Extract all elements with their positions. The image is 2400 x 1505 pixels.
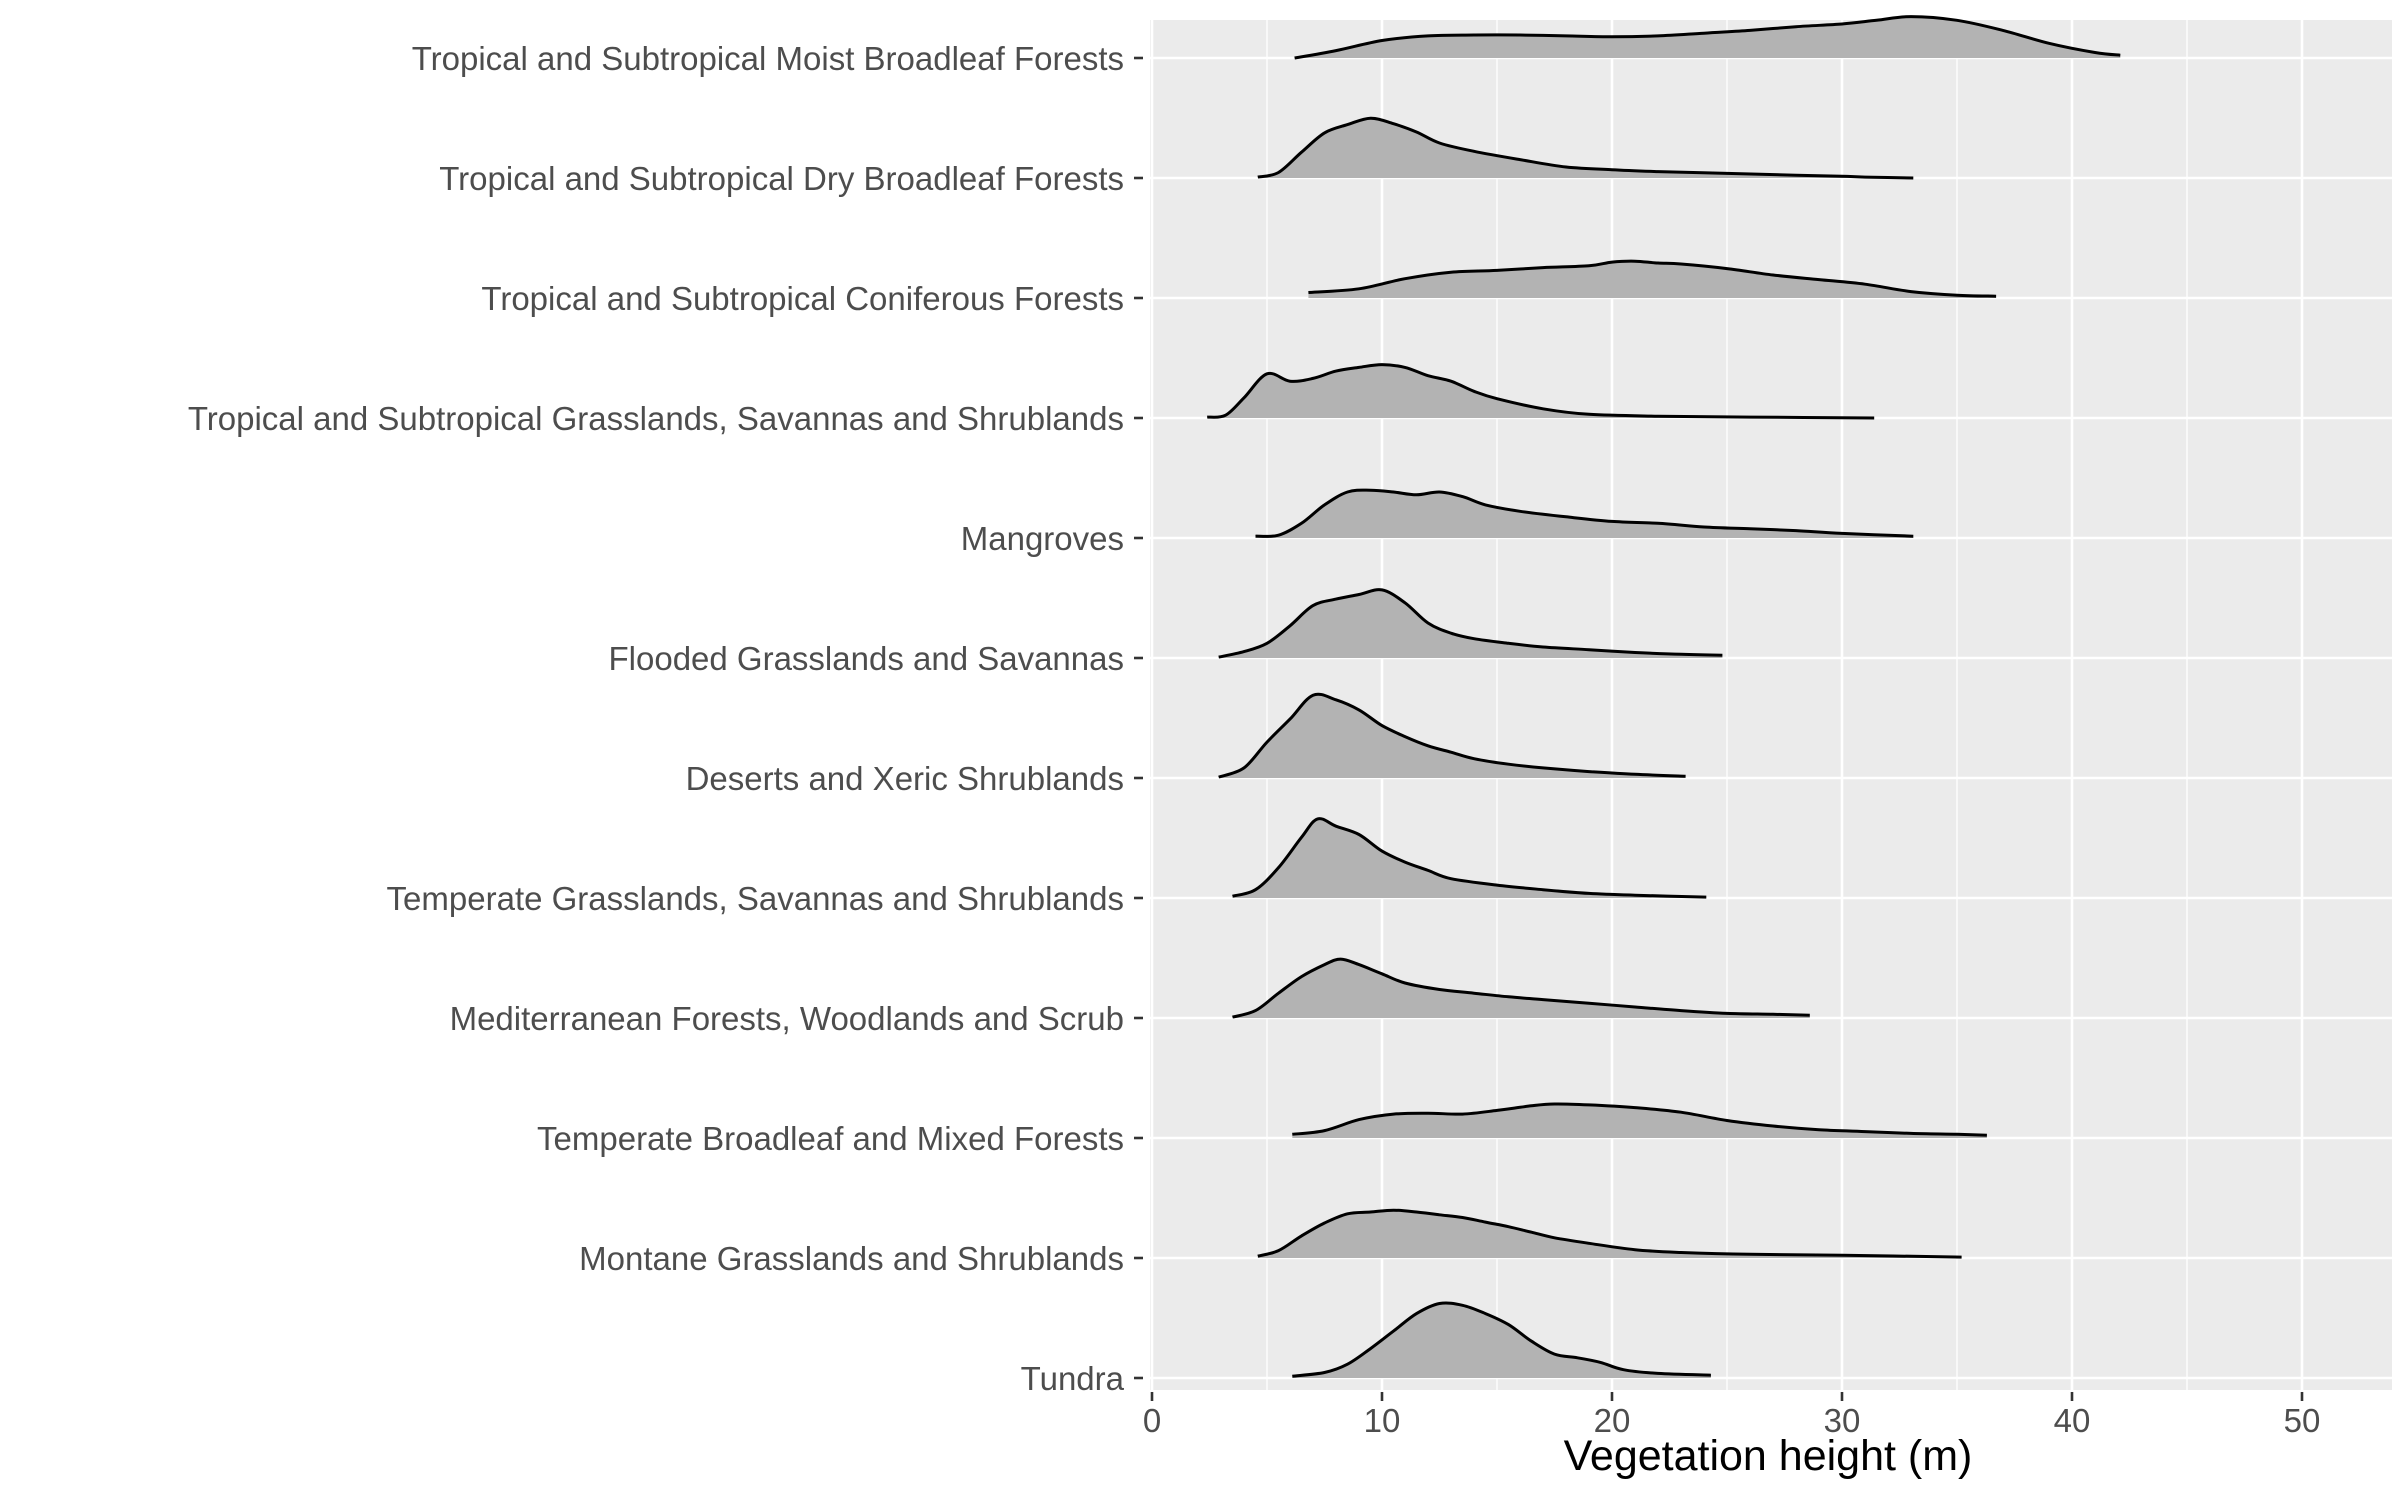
ridge-fill	[1292, 1302, 1711, 1378]
x-tick-label: 40	[2054, 1402, 2091, 1439]
ridge-line	[1232, 817, 1707, 899]
y-tick-label: Tundra	[1021, 1360, 1125, 1397]
ridge-series	[1257, 116, 1914, 180]
ridge-fill	[1207, 364, 1875, 418]
ridge-line	[1292, 1102, 1987, 1137]
x-tick-label: 0	[1143, 1402, 1161, 1439]
ridge-line	[1218, 588, 1723, 659]
ridge-fill	[1218, 589, 1723, 658]
ridge-line	[1257, 1208, 1962, 1259]
y-tick-label: Montane Grasslands and Shrublands	[579, 1240, 1124, 1277]
y-tick-label: Tropical and Subtropical Dry Broadleaf F…	[439, 160, 1124, 197]
ridge-line	[1207, 363, 1875, 420]
y-tick-label: Tropical and Subtropical Grasslands, Sav…	[188, 400, 1124, 437]
ridge-layer	[1207, 15, 2121, 1378]
plot-panel	[1150, 20, 2392, 1390]
ridge-series	[1255, 488, 1914, 538]
x-tick-label: 10	[1364, 1402, 1401, 1439]
x-tick-label: 30	[1824, 1402, 1861, 1439]
y-tick-label: Mangroves	[961, 520, 1124, 557]
ridge-fill	[1294, 16, 2121, 59]
ridge-line	[1292, 1301, 1711, 1378]
ridge-fill	[1257, 1210, 1962, 1258]
y-tick-label: Temperate Broadleaf and Mixed Forests	[537, 1120, 1124, 1157]
y-tick-label: Deserts and Xeric Shrublands	[686, 760, 1124, 797]
ridge-series	[1207, 363, 1875, 420]
ridge-line	[1257, 116, 1914, 180]
ridge-series	[1292, 1301, 1711, 1378]
ridge-line	[1294, 15, 2121, 60]
ridge-series	[1218, 692, 1686, 779]
x-tick-label: 50	[2284, 1402, 2321, 1439]
ridge-fill	[1257, 118, 1914, 178]
ridge-line	[1218, 692, 1686, 779]
ridge-line	[1255, 488, 1914, 538]
ridge-series	[1294, 15, 2121, 60]
ridge-line	[1232, 957, 1810, 1019]
ridge-fill	[1218, 694, 1686, 778]
ridge-series	[1218, 588, 1723, 659]
ridge-line	[1308, 259, 1997, 298]
y-tick-label: Tropical and Subtropical Moist Broadleaf…	[412, 40, 1124, 77]
ridge-series	[1292, 1102, 1987, 1138]
y-tick-label: Temperate Grasslands, Savannas and Shrub…	[387, 880, 1124, 917]
y-tick-label: Tropical and Subtropical Coniferous Fore…	[481, 280, 1124, 317]
ridge-fill	[1232, 959, 1810, 1018]
ridge-fill	[1255, 490, 1914, 538]
ridge-series	[1232, 957, 1810, 1019]
ridge-series	[1308, 259, 1997, 298]
ridge-fill	[1308, 261, 1997, 298]
ridge-fill	[1232, 818, 1707, 898]
ridge-series	[1257, 1208, 1962, 1259]
y-tick-label: Mediterranean Forests, Woodlands and Scr…	[450, 1000, 1124, 1037]
y-tick-label: Flooded Grasslands and Savannas	[609, 640, 1125, 677]
ridge-series	[1232, 817, 1707, 899]
x-axis-title: Vegetation height (m)	[1564, 1432, 1973, 1480]
x-tick-label: 20	[1594, 1402, 1631, 1439]
axis-layer: Tropical and Subtropical Moist Broadleaf…	[188, 40, 2321, 1439]
